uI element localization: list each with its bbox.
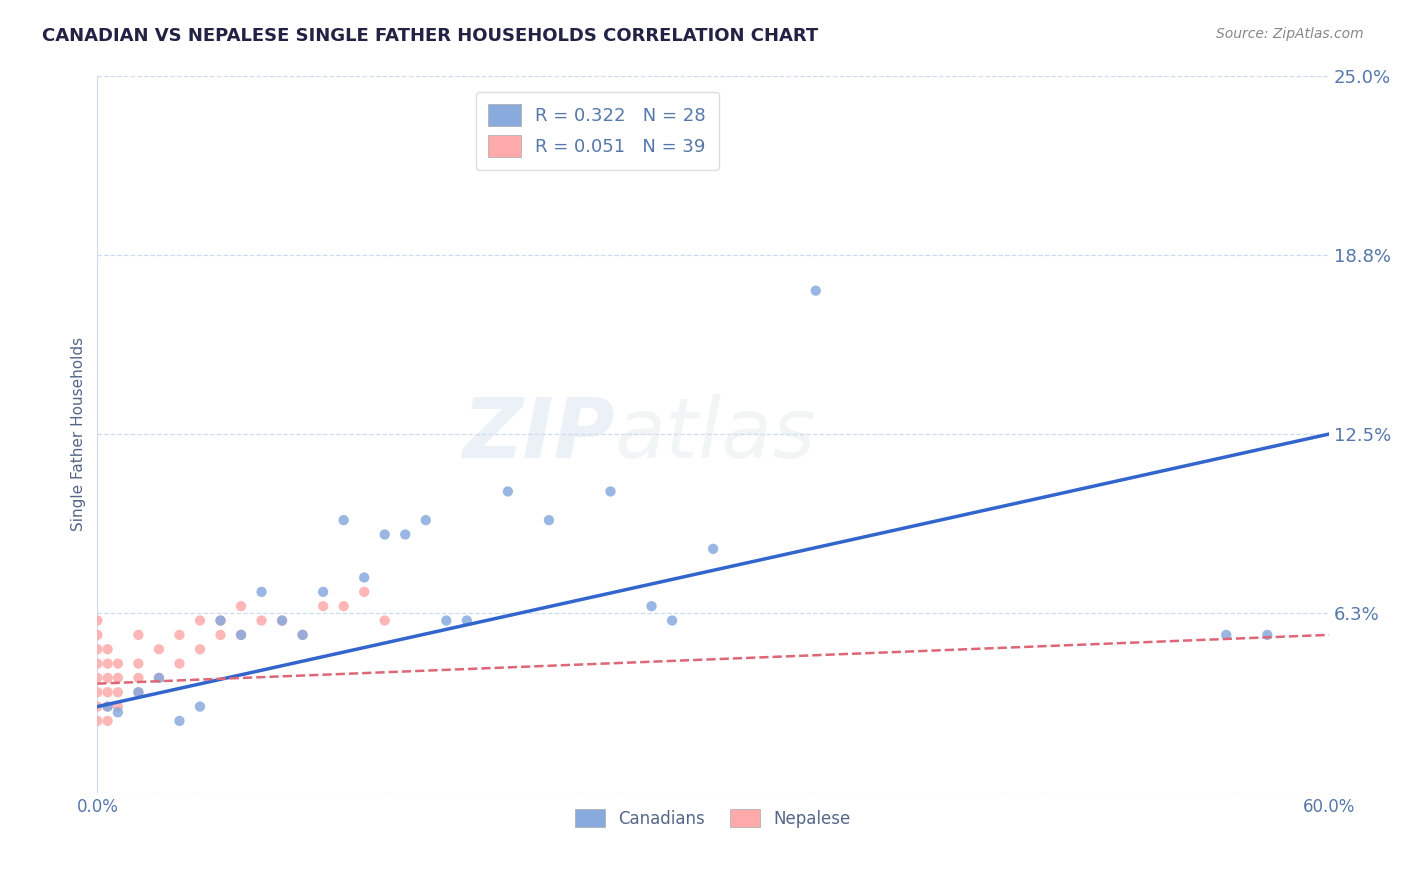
Point — [1256, 628, 1278, 642]
Point — [127, 628, 149, 642]
Point — [496, 484, 519, 499]
Point — [537, 513, 560, 527]
Point — [107, 685, 129, 699]
Point — [86, 614, 108, 628]
Point — [456, 614, 478, 628]
Point — [127, 671, 149, 685]
Point — [271, 614, 294, 628]
Point — [374, 614, 396, 628]
Point — [229, 628, 252, 642]
Point — [127, 685, 149, 699]
Point — [332, 513, 354, 527]
Point — [86, 699, 108, 714]
Point — [250, 585, 273, 599]
Point — [86, 657, 108, 671]
Point — [169, 628, 191, 642]
Point — [374, 527, 396, 541]
Point — [640, 599, 662, 614]
Point — [97, 642, 120, 657]
Point — [97, 671, 120, 685]
Point — [229, 628, 252, 642]
Point — [148, 671, 170, 685]
Point — [188, 699, 211, 714]
Point — [127, 685, 149, 699]
Point — [97, 714, 120, 728]
Point — [599, 484, 621, 499]
Point — [148, 642, 170, 657]
Text: Source: ZipAtlas.com: Source: ZipAtlas.com — [1216, 27, 1364, 41]
Point — [312, 599, 335, 614]
Point — [107, 657, 129, 671]
Point — [291, 628, 314, 642]
Point — [86, 685, 108, 699]
Point — [169, 714, 191, 728]
Point — [209, 628, 232, 642]
Point — [97, 699, 120, 714]
Y-axis label: Single Father Households: Single Father Households — [72, 337, 86, 531]
Text: ZIP: ZIP — [463, 393, 614, 475]
Point — [107, 706, 129, 720]
Point — [188, 614, 211, 628]
Text: CANADIAN VS NEPALESE SINGLE FATHER HOUSEHOLDS CORRELATION CHART: CANADIAN VS NEPALESE SINGLE FATHER HOUSE… — [42, 27, 818, 45]
Point — [271, 614, 294, 628]
Point — [148, 671, 170, 685]
Point — [169, 657, 191, 671]
Point — [209, 614, 232, 628]
Point — [353, 570, 375, 584]
Point — [86, 671, 108, 685]
Text: atlas: atlas — [614, 393, 817, 475]
Point — [229, 599, 252, 614]
Point — [1215, 628, 1237, 642]
Point — [291, 628, 314, 642]
Point — [209, 614, 232, 628]
Point — [661, 614, 683, 628]
Point — [97, 657, 120, 671]
Point — [86, 628, 108, 642]
Point — [127, 657, 149, 671]
Point — [332, 599, 354, 614]
Point — [702, 541, 724, 556]
Point — [394, 527, 416, 541]
Point — [86, 714, 108, 728]
Legend: Canadians, Nepalese: Canadians, Nepalese — [568, 803, 858, 835]
Point — [312, 585, 335, 599]
Point — [86, 642, 108, 657]
Point — [188, 642, 211, 657]
Point — [107, 699, 129, 714]
Point — [434, 614, 457, 628]
Point — [415, 513, 437, 527]
Point — [250, 614, 273, 628]
Point — [97, 685, 120, 699]
Point — [804, 284, 827, 298]
Point — [97, 699, 120, 714]
Point — [107, 671, 129, 685]
Point — [353, 585, 375, 599]
